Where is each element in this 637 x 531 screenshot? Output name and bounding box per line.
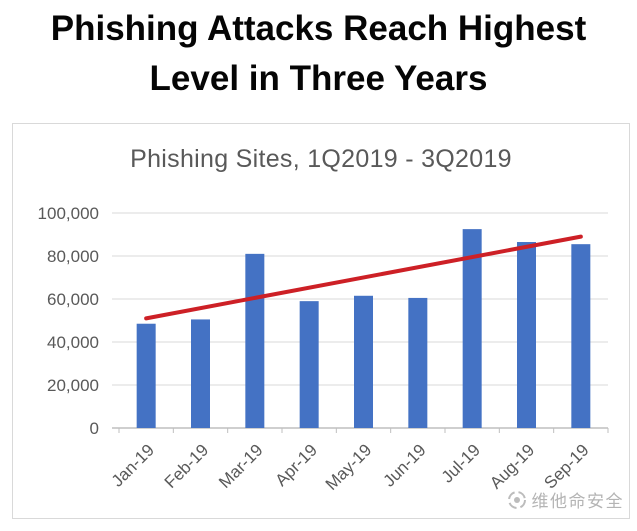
x-axis-label: Jul-19 (438, 440, 484, 486)
y-axis-label: 0 (90, 419, 99, 438)
chart-title: Phishing Sites, 1Q2019 - 3Q2019 (130, 145, 512, 173)
page-title-line1: Phishing Attacks Reach Highest (50, 9, 587, 48)
page-title: Phishing Attacks Reach Highest Level in … (0, 4, 637, 104)
bar (408, 297, 428, 428)
x-axis-label: May-19 (322, 440, 376, 494)
y-axis-label: 100,000 (38, 204, 99, 223)
bar (245, 253, 265, 428)
bar (354, 295, 373, 428)
x-axis-label: Apr-19 (271, 440, 321, 490)
y-axis-label: 80,000 (47, 247, 99, 266)
y-axis-label: 20,000 (47, 376, 99, 395)
x-axis-label: Jun-19 (379, 440, 429, 490)
watermark-text: 维他命安全 (531, 492, 624, 511)
x-axis-label: Jan-19 (108, 440, 158, 490)
watermark: 维他命安全 (507, 487, 625, 512)
x-axis-label: Feb-19 (161, 440, 213, 492)
page-title-line2: Level in Three Years (149, 59, 488, 98)
bar-chart: 0 20,000 40,000 60,000 80,000 100,000 Jan-19 Fe… (38, 204, 609, 494)
bar (136, 323, 156, 428)
bar (462, 229, 482, 428)
y-axis-label: 60,000 (47, 290, 99, 309)
bar (191, 319, 210, 428)
trend-line (144, 234, 583, 321)
y-axis-label: 40,000 (47, 333, 99, 352)
watermark-logo-icon (507, 490, 527, 510)
x-axis-label: Mar-19 (215, 440, 267, 492)
x-axis-label: Aug-19 (486, 440, 538, 492)
chart-panel: 0 20,000 40,000 60,000 80,000 100,000 Jan-19 Fe… (12, 123, 630, 519)
bar (299, 301, 319, 428)
x-axis-label: Sep-19 (540, 440, 592, 492)
bar (517, 242, 536, 428)
bar (571, 244, 591, 428)
